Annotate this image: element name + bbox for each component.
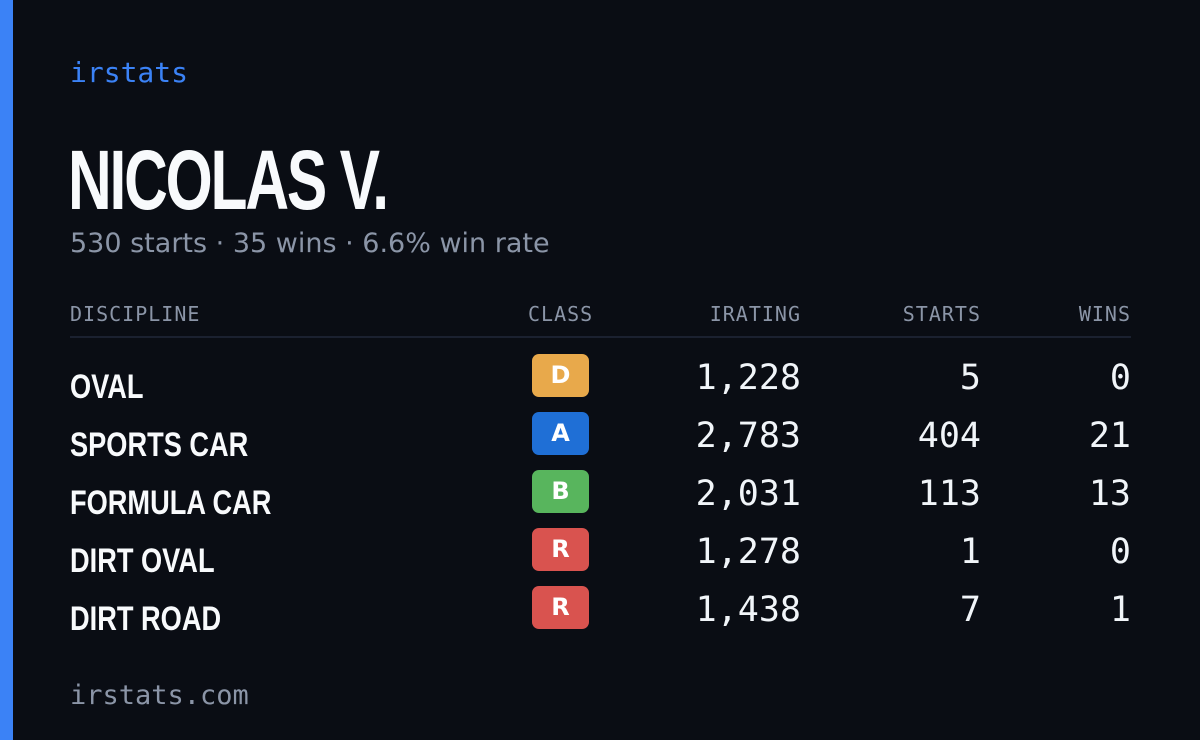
class-badge: R: [532, 586, 589, 629]
table-row: OVAL D 1,228 5 0: [70, 354, 1131, 412]
table-row: SPORTS CAR A 2,783 404 21: [70, 412, 1131, 470]
discipline-label: SPORTS CAR: [70, 426, 249, 464]
class-badge: B: [532, 470, 589, 513]
discipline-label: DIRT ROAD: [70, 600, 222, 638]
irating-value: 1,278: [695, 532, 801, 572]
starts-value: 404: [917, 416, 981, 456]
irating-value: 1,228: [695, 358, 801, 398]
discipline-label: OVAL: [70, 368, 144, 406]
player-name: NICOLAS V.: [68, 133, 389, 227]
header-starts: STARTS: [902, 302, 981, 326]
class-badge: R: [532, 528, 589, 571]
header-irating: IRATING: [709, 302, 801, 326]
class-badge: A: [532, 412, 589, 455]
table-row: DIRT ROAD R 1,438 7 1: [70, 586, 1131, 644]
wins-value: 1: [1109, 590, 1131, 630]
career-summary: 530 starts · 35 wins · 6.6% win rate: [70, 228, 550, 259]
starts-value: 7: [959, 590, 981, 630]
footer-url[interactable]: irstats.com: [70, 680, 249, 711]
header-discipline: DISCIPLINE: [70, 302, 201, 326]
stats-table: DISCIPLINE CLASS IRATING STARTS WINS OVA…: [70, 298, 1131, 644]
wins-value: 21: [1088, 416, 1131, 456]
wins-value: 0: [1109, 358, 1131, 398]
discipline-label: DIRT OVAL: [70, 542, 215, 580]
wins-value: 13: [1088, 474, 1131, 514]
header-class: CLASS: [528, 302, 594, 326]
table-body: OVAL D 1,228 5 0 SPORTS CAR A 2,783 404 …: [70, 354, 1131, 644]
starts-value: 5: [959, 358, 981, 398]
irating-value: 2,783: [695, 416, 801, 456]
irating-value: 2,031: [695, 474, 801, 514]
table-row: FORMULA CAR B 2,031 113 13: [70, 470, 1131, 528]
irating-value: 1,438: [695, 590, 801, 630]
starts-value: 1: [959, 532, 981, 572]
table-header: DISCIPLINE CLASS IRATING STARTS WINS: [70, 298, 1131, 338]
wins-value: 0: [1109, 532, 1131, 572]
accent-bar: [0, 0, 13, 740]
starts-value: 113: [917, 474, 981, 514]
header-wins: WINS: [1078, 302, 1131, 326]
class-badge: D: [532, 354, 589, 397]
table-row: DIRT OVAL R 1,278 1 0: [70, 528, 1131, 586]
discipline-label: FORMULA CAR: [70, 484, 272, 522]
brand-logo: irstats: [70, 56, 189, 89]
